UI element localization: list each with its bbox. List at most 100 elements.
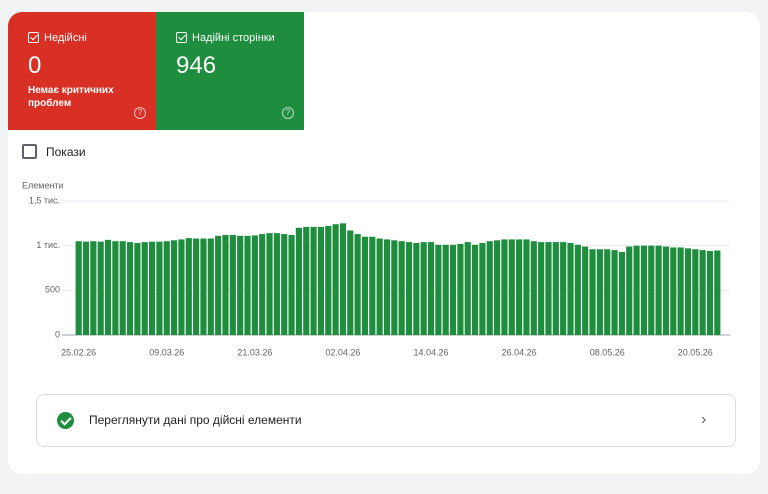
bar <box>317 226 325 335</box>
bar <box>618 251 625 335</box>
bar <box>449 244 457 335</box>
bar <box>112 241 119 335</box>
x-tick-label: 09.03.26 <box>149 347 184 357</box>
bar <box>295 227 302 335</box>
bar <box>251 235 258 335</box>
bar <box>501 239 508 335</box>
bar <box>582 246 589 335</box>
bar <box>523 239 530 335</box>
bar <box>706 251 714 335</box>
bar <box>141 242 148 335</box>
bar <box>545 242 552 335</box>
details-link[interactable]: Переглянути дані про дійсні елементи › <box>36 394 736 447</box>
tile-checkbox[interactable] <box>28 32 39 43</box>
bar <box>655 245 662 335</box>
bar <box>376 238 383 335</box>
bar <box>222 234 229 335</box>
bar <box>479 242 486 335</box>
y-axis-label: Елементи <box>22 180 64 190</box>
bar <box>383 239 391 335</box>
bar <box>486 241 493 335</box>
bar <box>670 247 677 335</box>
y-tick-label: 1,5 тис. <box>29 195 60 205</box>
tile-value: 0 <box>28 52 42 79</box>
bar <box>538 242 545 335</box>
tile-checkbox[interactable] <box>176 32 187 43</box>
bar <box>604 249 611 335</box>
help-icon[interactable]: ? <box>282 107 294 119</box>
bar <box>361 236 369 335</box>
bar <box>288 234 295 335</box>
bar <box>714 250 721 335</box>
bar <box>273 233 280 335</box>
bar <box>229 234 236 335</box>
bar <box>596 249 603 335</box>
bar <box>633 245 640 335</box>
y-tick-label: 0 <box>55 329 60 339</box>
bar <box>310 226 317 335</box>
bar <box>259 234 266 335</box>
bar <box>207 238 214 335</box>
x-tick-label: 25.02.26 <box>61 347 96 357</box>
tile-note: Немає критичних проблем <box>28 85 114 109</box>
bar <box>516 239 523 335</box>
bar <box>648 245 655 335</box>
bar <box>369 236 376 335</box>
bar <box>552 242 559 335</box>
bar <box>471 244 479 335</box>
invalid-tile[interactable]: Недійсні 0 Немає критичних проблем ? <box>8 12 156 130</box>
x-tick-label: 14.04.26 <box>414 347 449 357</box>
checkbox[interactable] <box>22 144 37 159</box>
bar <box>699 250 706 335</box>
bar <box>97 241 104 335</box>
x-tick-label: 02.04.26 <box>325 347 360 357</box>
bar <box>332 224 339 335</box>
bar <box>126 242 134 335</box>
bar <box>82 241 90 335</box>
bar <box>339 223 347 335</box>
ok-icon <box>57 412 74 429</box>
bar <box>427 242 435 335</box>
x-tick-label: 21.03.26 <box>237 347 272 357</box>
bar <box>530 241 537 335</box>
x-tick-label: 20.05.26 <box>678 347 713 357</box>
checkbox-label[interactable]: Покази <box>46 145 86 159</box>
bar <box>574 244 581 335</box>
bar <box>405 242 413 335</box>
bar <box>398 241 405 335</box>
bar <box>413 242 420 335</box>
bar <box>684 248 692 335</box>
link-text[interactable]: Переглянути дані про дійсні елементи <box>89 413 302 427</box>
bar <box>185 238 192 335</box>
bar <box>464 242 471 335</box>
bar <box>75 241 82 335</box>
bar <box>148 241 156 335</box>
bar <box>171 240 178 335</box>
bar <box>119 241 126 335</box>
bar <box>237 235 244 335</box>
help-icon[interactable]: ? <box>134 107 146 119</box>
bar <box>494 240 501 335</box>
tile-value: 946 <box>176 52 217 79</box>
bar <box>442 244 449 335</box>
bar <box>303 226 310 335</box>
chevron[interactable]: › <box>701 411 707 428</box>
bar <box>589 249 596 335</box>
bar <box>662 246 670 335</box>
valid-tile[interactable]: Надійні сторінки 946 ? <box>156 12 304 130</box>
bar <box>193 238 200 335</box>
bar <box>347 230 354 335</box>
bar <box>420 242 427 335</box>
bar <box>90 241 97 335</box>
bar <box>692 249 699 335</box>
bar <box>457 243 464 335</box>
bar <box>626 246 633 335</box>
bar <box>163 241 170 335</box>
y-tick-label: 1 тис. <box>36 240 60 250</box>
x-tick-label: 26.04.26 <box>502 347 537 357</box>
bar <box>178 239 185 335</box>
bar <box>435 244 442 335</box>
bar <box>325 226 332 335</box>
